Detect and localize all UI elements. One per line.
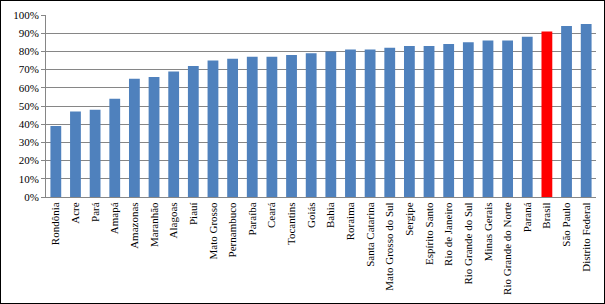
svg-text:Mato Grosso do Sul: Mato Grosso do Sul xyxy=(383,202,395,290)
svg-text:Paraíba: Paraíba xyxy=(246,202,258,235)
svg-text:Alagoas: Alagoas xyxy=(167,202,179,238)
svg-text:Rio Grande do Norte: Rio Grande do Norte xyxy=(501,202,513,295)
svg-text:Rondônia: Rondônia xyxy=(49,202,61,245)
svg-text:Mato Grosso: Mato Grosso xyxy=(207,202,219,260)
svg-text:Roraima: Roraima xyxy=(344,202,356,240)
svg-text:Pernambuco: Pernambuco xyxy=(226,202,238,257)
svg-text:Brasil: Brasil xyxy=(540,202,552,228)
svg-text:Distrito Federal: Distrito Federal xyxy=(580,202,592,271)
svg-text:Santa Catarina: Santa Catarina xyxy=(364,202,376,267)
svg-text:40%: 40% xyxy=(19,118,39,130)
svg-text:Acre: Acre xyxy=(69,202,81,223)
svg-text:Tocantins: Tocantins xyxy=(285,202,297,245)
svg-text:Sergipe: Sergipe xyxy=(403,202,415,236)
svg-text:Goiás: Goiás xyxy=(305,202,317,228)
svg-text:80%: 80% xyxy=(19,45,39,57)
svg-text:Rio de Janeiro: Rio de Janeiro xyxy=(442,202,454,266)
svg-text:São Paulo: São Paulo xyxy=(560,202,572,247)
svg-text:Espírito Santo: Espírito Santo xyxy=(423,202,435,265)
svg-text:Piauí: Piauí xyxy=(187,202,199,225)
svg-text:70%: 70% xyxy=(19,63,39,75)
svg-text:100%: 100% xyxy=(13,9,39,21)
svg-text:Rio Grande do Sul: Rio Grande do Sul xyxy=(462,202,474,284)
svg-text:Amazonas: Amazonas xyxy=(128,202,140,248)
svg-text:0%: 0% xyxy=(24,191,39,203)
svg-text:10%: 10% xyxy=(19,173,39,185)
svg-text:Maranhão: Maranhão xyxy=(148,202,160,247)
svg-text:Pará: Pará xyxy=(89,202,101,222)
svg-text:90%: 90% xyxy=(19,27,39,39)
svg-text:Paraná: Paraná xyxy=(521,202,533,232)
svg-text:Bahia: Bahia xyxy=(324,202,336,228)
svg-text:Amapá: Amapá xyxy=(108,202,120,234)
svg-text:30%: 30% xyxy=(19,136,39,148)
svg-text:60%: 60% xyxy=(19,82,39,94)
svg-text:50%: 50% xyxy=(19,100,39,112)
svg-text:Ceará: Ceará xyxy=(265,202,277,228)
svg-text:20%: 20% xyxy=(19,154,39,166)
svg-text:Minas Gerais: Minas Gerais xyxy=(482,202,494,261)
